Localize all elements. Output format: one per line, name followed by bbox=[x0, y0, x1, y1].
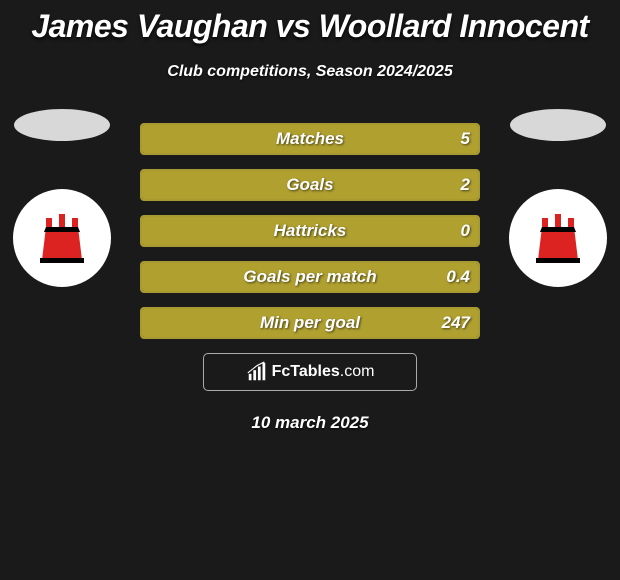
bar-right-value: 0.4 bbox=[446, 267, 470, 287]
subtitle: Club competitions, Season 2024/2025 bbox=[0, 63, 620, 81]
player-left-ellipse bbox=[14, 109, 110, 141]
player-right-ellipse bbox=[510, 109, 606, 141]
page-title: James Vaughan vs Woollard Innocent bbox=[0, 0, 620, 45]
player-left-group bbox=[12, 109, 112, 287]
date-text: 10 march 2025 bbox=[0, 413, 620, 433]
player-right-group bbox=[508, 109, 608, 287]
bar-right-value: 0 bbox=[461, 221, 470, 241]
bar-right-value: 5 bbox=[461, 129, 470, 149]
bar-right-value: 2 bbox=[461, 175, 470, 195]
player-left-badge bbox=[13, 189, 111, 287]
watermark-text: FcTables.com bbox=[272, 363, 375, 381]
stat-bars: Matches 5 Goals 2 Hattricks 0 Goals per match 0… bbox=[140, 109, 480, 339]
stat-bar: Goals 2 bbox=[140, 169, 480, 201]
castle-icon bbox=[528, 208, 588, 268]
stat-bar: Goals per match 0.4 bbox=[140, 261, 480, 293]
bar-label: Min per goal bbox=[260, 313, 360, 333]
player-right-badge bbox=[509, 189, 607, 287]
chart-icon bbox=[246, 361, 268, 383]
stat-bar: Matches 5 bbox=[140, 123, 480, 155]
watermark: FcTables.com bbox=[203, 353, 417, 391]
bar-label: Goals per match bbox=[243, 267, 376, 287]
bar-label: Goals bbox=[286, 175, 333, 195]
bar-label: Hattricks bbox=[274, 221, 347, 241]
comparison-main: Matches 5 Goals 2 Hattricks 0 Goals per match 0… bbox=[0, 109, 620, 433]
stat-bar: Min per goal 247 bbox=[140, 307, 480, 339]
bar-label: Matches bbox=[276, 129, 344, 149]
stat-bar: Hattricks 0 bbox=[140, 215, 480, 247]
castle-icon bbox=[32, 208, 92, 268]
bar-right-value: 247 bbox=[442, 313, 470, 333]
